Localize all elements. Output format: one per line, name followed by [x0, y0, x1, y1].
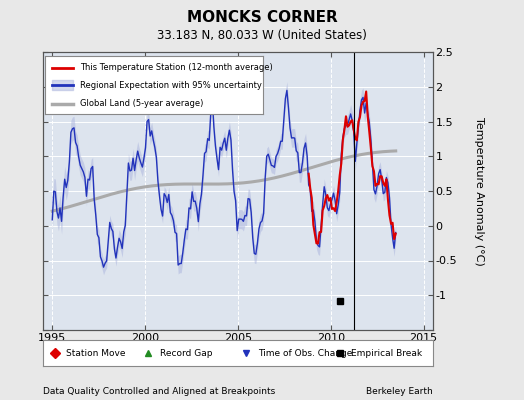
Text: Record Gap: Record Gap — [160, 348, 213, 358]
Text: Data Quality Controlled and Aligned at Breakpoints: Data Quality Controlled and Aligned at B… — [43, 387, 275, 396]
Text: MONCKS CORNER: MONCKS CORNER — [187, 10, 337, 26]
Text: Time of Obs. Change: Time of Obs. Change — [258, 348, 352, 358]
Text: Berkeley Earth: Berkeley Earth — [366, 387, 433, 396]
Text: Global Land (5-year average): Global Land (5-year average) — [80, 99, 203, 108]
Text: Empirical Break: Empirical Break — [352, 348, 422, 358]
Y-axis label: Temperature Anomaly (°C): Temperature Anomaly (°C) — [474, 117, 484, 265]
Text: Station Move: Station Move — [67, 348, 126, 358]
Text: This Temperature Station (12-month average): This Temperature Station (12-month avera… — [80, 63, 272, 72]
Text: Regional Expectation with 95% uncertainty: Regional Expectation with 95% uncertaint… — [80, 80, 261, 90]
Text: 33.183 N, 80.033 W (United States): 33.183 N, 80.033 W (United States) — [157, 30, 367, 42]
